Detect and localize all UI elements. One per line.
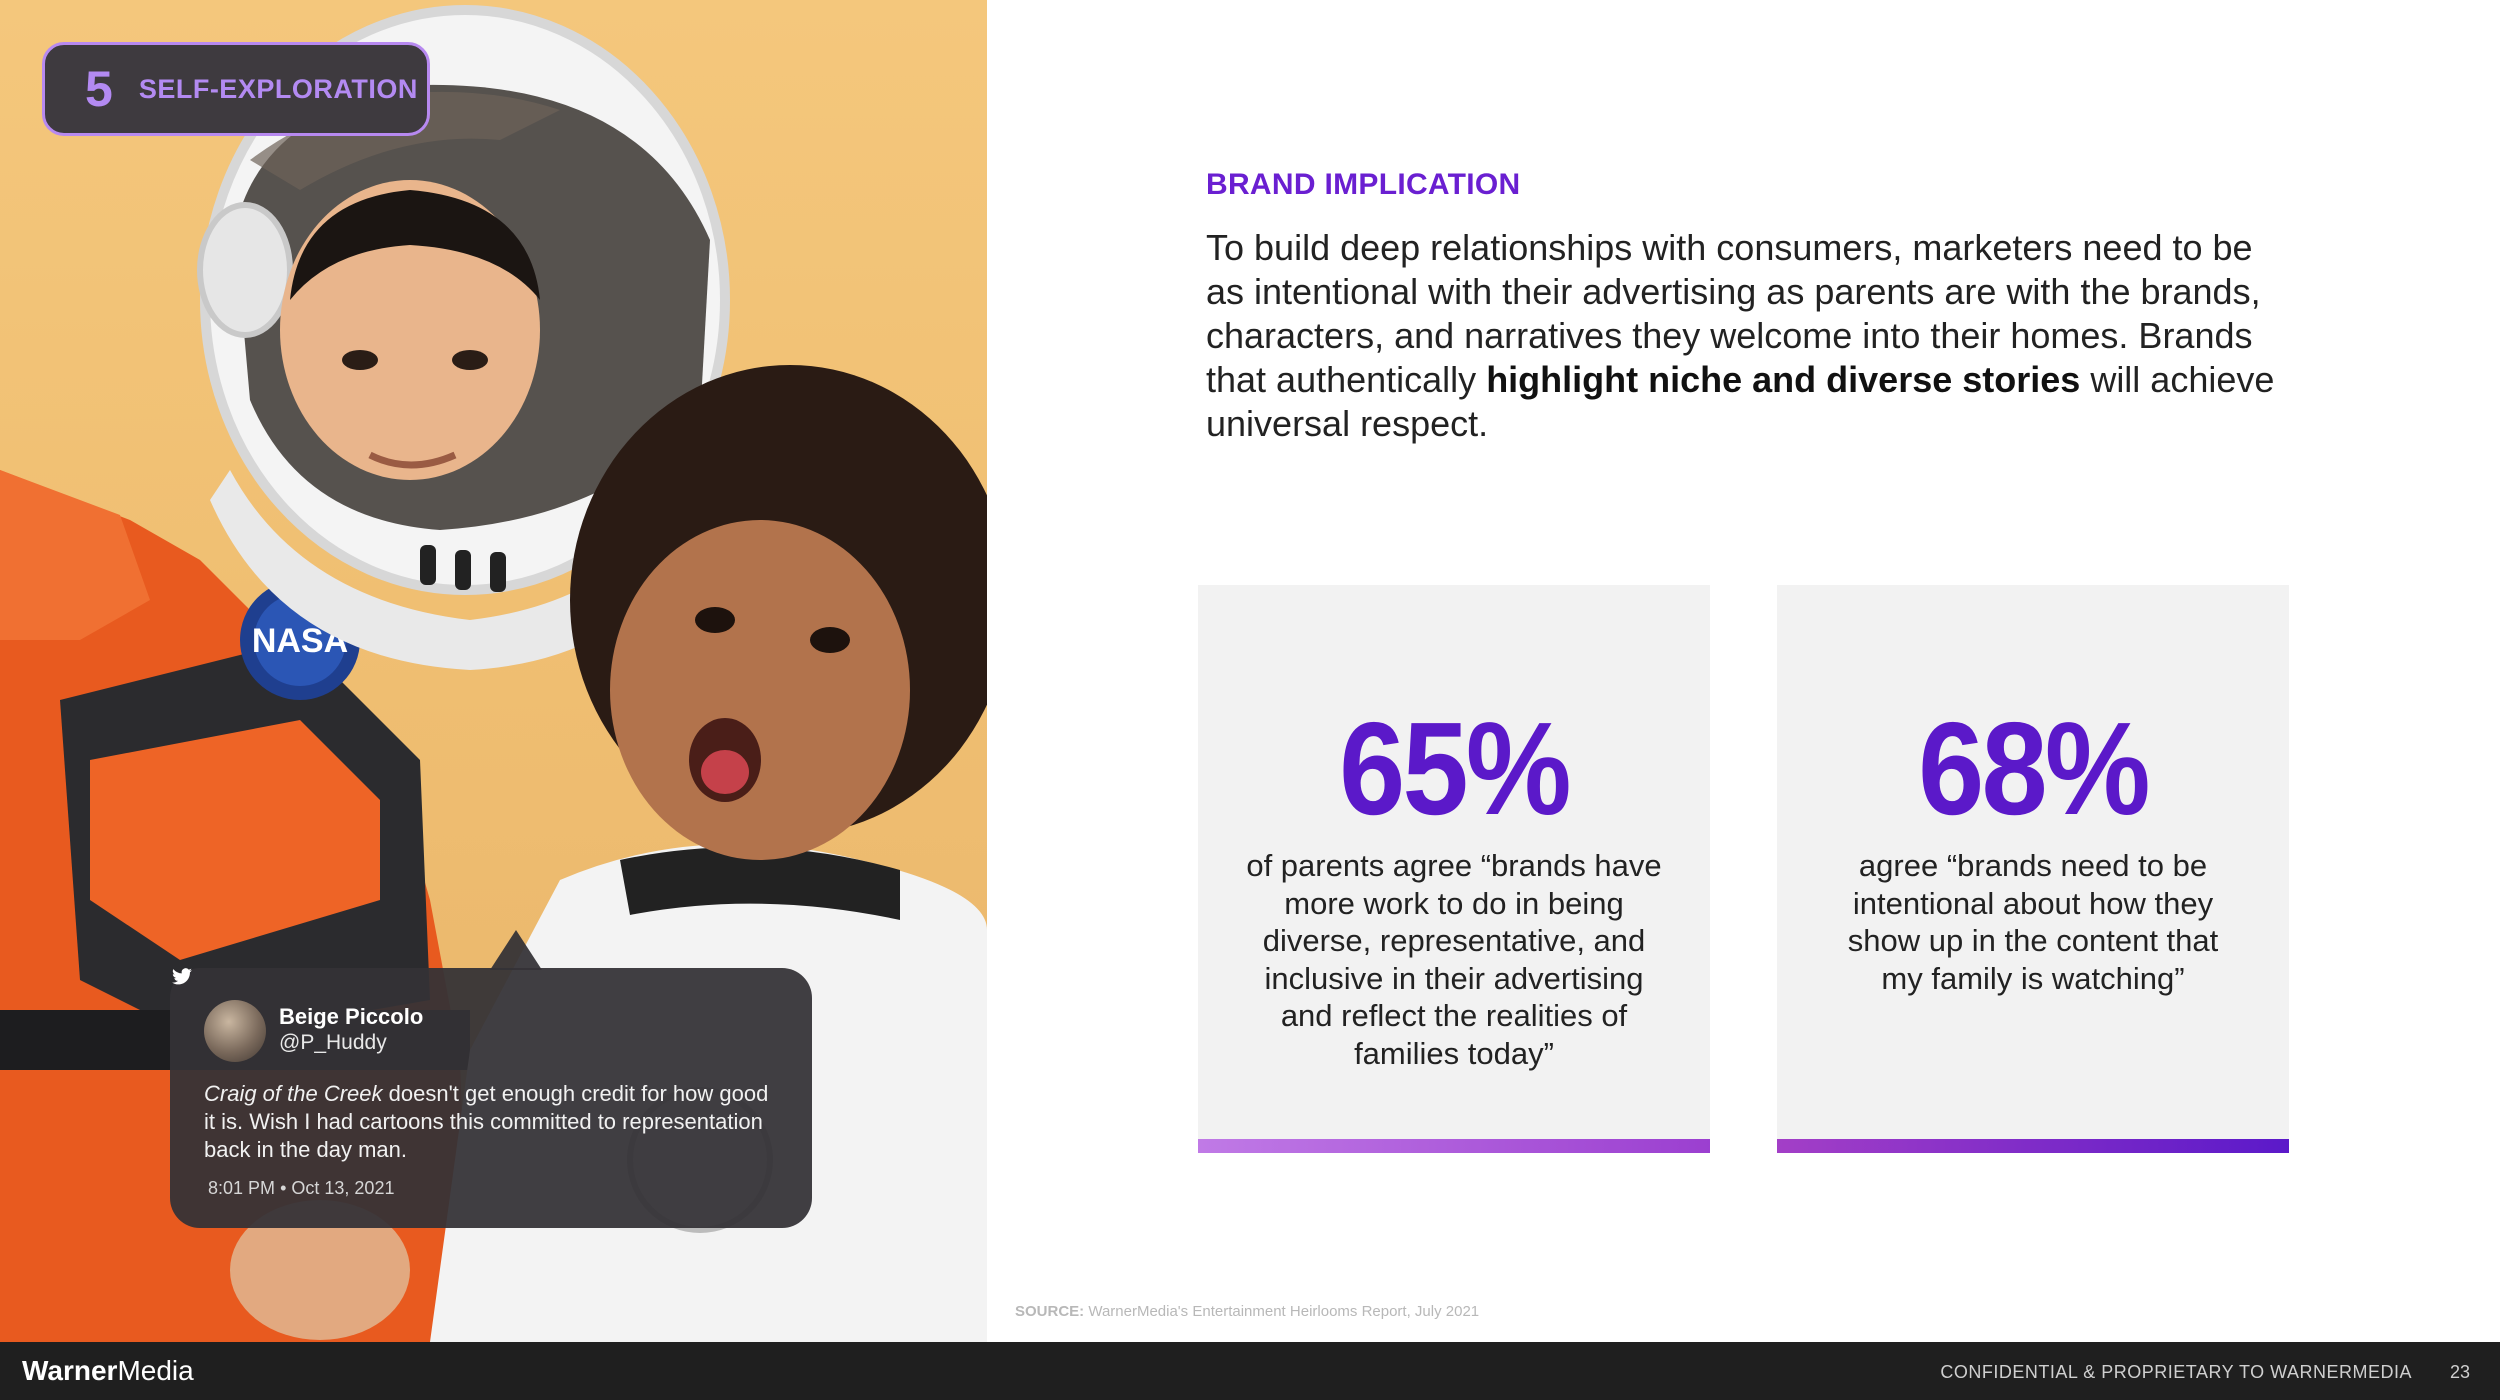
logo-bold: Warner: [22, 1355, 118, 1386]
tweet-timestamp: 8:01 PM • Oct 13, 2021: [208, 1178, 394, 1199]
source-label: SOURCE:: [1015, 1303, 1085, 1320]
tweet-tail: [490, 930, 542, 970]
avatar: [204, 1000, 266, 1062]
stat-card-parents-brands-work: 65% of parents agree “brands have more w…: [1198, 585, 1710, 1153]
brand-implication-body: To build deep relationships with consume…: [1206, 226, 2286, 446]
warnermedia-logo: WarnerMedia: [22, 1355, 194, 1387]
body-bold: highlight niche and diverse stories: [1486, 359, 2081, 400]
tweet-card: Beige Piccolo @P_Huddy Craig of the Cree…: [170, 930, 812, 1228]
footer: WarnerMedia CONFIDENTIAL & PROPRIETARY T…: [0, 1342, 2500, 1400]
stat-accent-bar: [1777, 1139, 2289, 1153]
tweet-body-text: doesn't get enough credit for how good i…: [204, 1081, 769, 1162]
source-note: SOURCE: WarnerMedia's Entertainment Heir…: [1015, 1303, 1479, 1320]
source-text: WarnerMedia's Entertainment Heirlooms Re…: [1084, 1303, 1480, 1320]
tweet-body: Craig of the Creek doesn't get enough cr…: [204, 1080, 784, 1164]
body-plain: To build deep relationships with consume…: [1206, 227, 2261, 400]
stat-card-brands-intentional: 68% agree “brands need to be intentional…: [1777, 585, 2289, 1153]
tweet-author-name: Beige Piccolo: [279, 1004, 424, 1029]
tweet-date: Oct 13, 2021: [291, 1178, 395, 1198]
logo-regular: Media: [117, 1355, 194, 1386]
body-end: will achieve universal respect.: [1206, 359, 2275, 444]
section-number: 5: [85, 61, 113, 117]
tweet-author-handle: @P_Huddy: [279, 1031, 387, 1054]
stat-description: agree “brands need to be intentional abo…: [1847, 848, 2219, 996]
page-number: 23: [2449, 1362, 2470, 1382]
section-label: SELF-EXPLORATION: [138, 73, 418, 104]
twitter-bird-icon: [172, 968, 192, 985]
stat-description: of parents agree “brands have more work …: [1246, 848, 1662, 1071]
brand-implication-heading: BRAND IMPLICATION: [1206, 168, 1521, 201]
stat-accent-bar: [1198, 1139, 1710, 1153]
stat-value: 68%: [1918, 695, 2150, 842]
tweet-body-italic: Craig of the Creek: [204, 1081, 383, 1106]
tweet-time: 8:01 PM: [208, 1178, 276, 1198]
tweet-separator: •: [280, 1178, 287, 1198]
confidential-notice: CONFIDENTIAL & PROPRIETARY TO WARNERMEDI…: [1940, 1362, 2412, 1382]
stat-value: 65%: [1339, 695, 1571, 842]
hero-photo: NASA 5 SELF-EXPLORATION: [0, 0, 987, 1342]
section-badge: 5 SELF-EXPLORATION: [42, 42, 430, 136]
